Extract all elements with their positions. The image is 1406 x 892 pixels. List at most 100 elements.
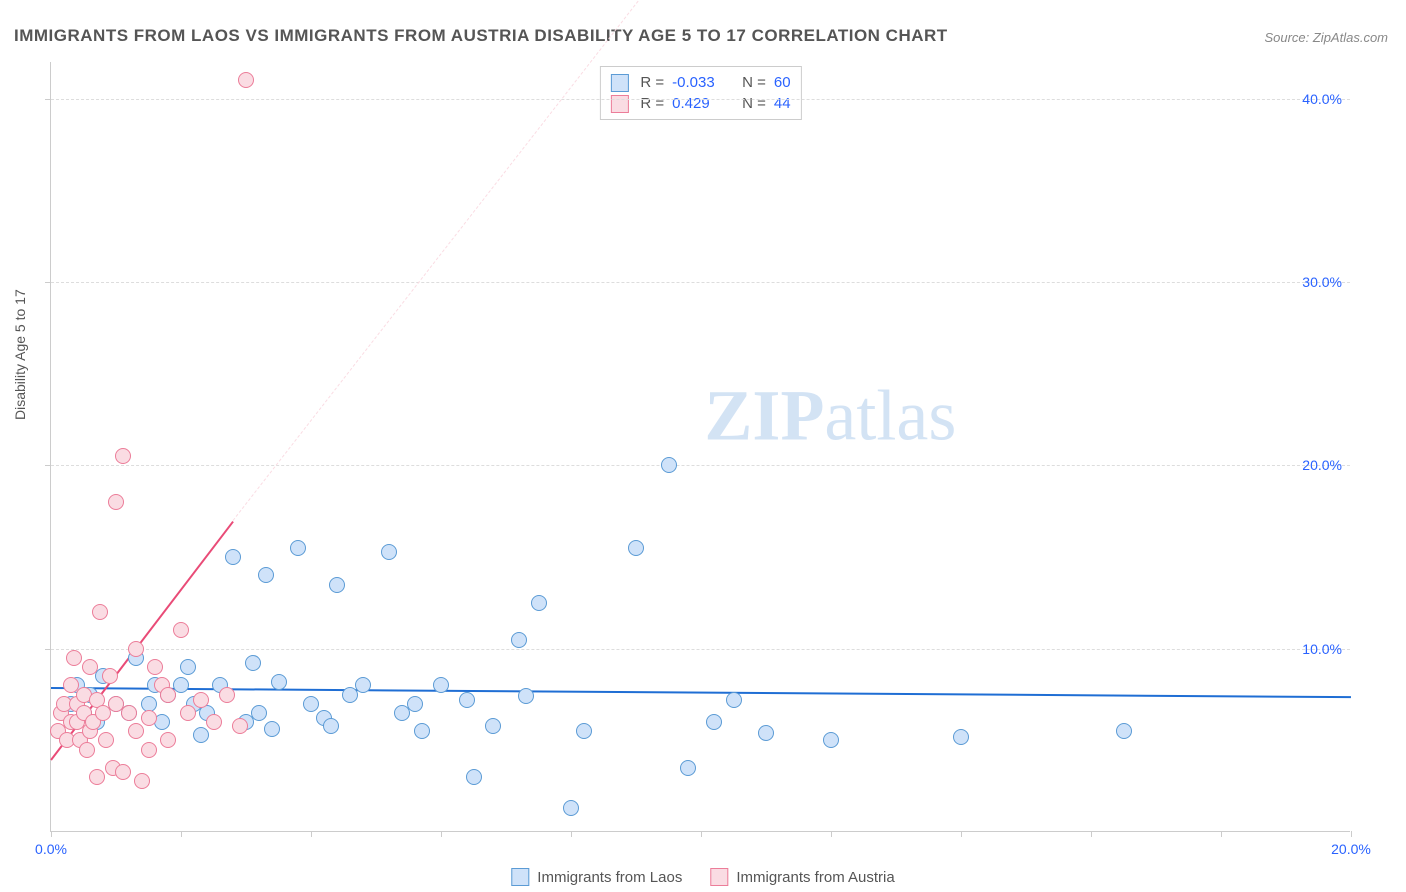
x-tick bbox=[1351, 831, 1352, 837]
data-point bbox=[206, 714, 222, 730]
data-point bbox=[323, 718, 339, 734]
data-point bbox=[92, 604, 108, 620]
data-point bbox=[511, 632, 527, 648]
data-point bbox=[628, 540, 644, 556]
data-point bbox=[433, 677, 449, 693]
data-point bbox=[303, 696, 319, 712]
data-point bbox=[180, 659, 196, 675]
x-tick bbox=[441, 831, 442, 837]
source-label: Source: ZipAtlas.com bbox=[1264, 30, 1388, 45]
y-tick-label: 40.0% bbox=[1302, 91, 1342, 107]
data-point bbox=[102, 668, 118, 684]
data-point bbox=[758, 725, 774, 741]
data-point bbox=[134, 773, 150, 789]
data-point bbox=[258, 567, 274, 583]
data-point bbox=[459, 692, 475, 708]
regression-line bbox=[51, 687, 1351, 698]
stat-n-label: N = bbox=[742, 72, 766, 93]
data-point bbox=[141, 742, 157, 758]
x-tick bbox=[1091, 831, 1092, 837]
data-point bbox=[82, 659, 98, 675]
gridline bbox=[51, 99, 1350, 100]
data-point bbox=[115, 764, 131, 780]
stat-n-value: 44 bbox=[774, 93, 791, 114]
data-point bbox=[98, 732, 114, 748]
data-point bbox=[1116, 723, 1132, 739]
watermark-bold: ZIP bbox=[704, 375, 824, 455]
y-tick bbox=[45, 649, 51, 650]
x-tick bbox=[1221, 831, 1222, 837]
data-point bbox=[147, 659, 163, 675]
data-point bbox=[264, 721, 280, 737]
data-point bbox=[193, 692, 209, 708]
legend-label: Immigrants from Laos bbox=[537, 869, 682, 886]
x-tick bbox=[831, 831, 832, 837]
data-point bbox=[251, 705, 267, 721]
stat-r-label: R = bbox=[640, 72, 664, 93]
x-tick bbox=[961, 831, 962, 837]
data-point bbox=[79, 742, 95, 758]
data-point bbox=[680, 760, 696, 776]
legend-item: Immigrants from Austria bbox=[710, 868, 894, 886]
y-tick-label: 30.0% bbox=[1302, 274, 1342, 290]
legend-stats-row: R = 0.429 N = 44 bbox=[610, 93, 790, 114]
x-tick bbox=[51, 831, 52, 837]
y-tick bbox=[45, 465, 51, 466]
data-point bbox=[823, 732, 839, 748]
data-point bbox=[466, 769, 482, 785]
chart-title: IMMIGRANTS FROM LAOS VS IMMIGRANTS FROM … bbox=[14, 26, 948, 46]
data-point bbox=[726, 692, 742, 708]
data-point bbox=[225, 549, 241, 565]
gridline bbox=[51, 649, 1350, 650]
data-point bbox=[953, 729, 969, 745]
stat-r-value: -0.033 bbox=[672, 72, 730, 93]
legend-swatch bbox=[710, 868, 728, 886]
stat-n-label: N = bbox=[742, 93, 766, 114]
watermark-light: atlas bbox=[824, 375, 956, 455]
data-point bbox=[66, 650, 82, 666]
watermark: ZIPatlas bbox=[704, 374, 956, 457]
stat-n-value: 60 bbox=[774, 72, 791, 93]
data-point bbox=[89, 769, 105, 785]
gridline bbox=[51, 465, 1350, 466]
x-tick bbox=[311, 831, 312, 837]
data-point bbox=[290, 540, 306, 556]
data-point bbox=[661, 457, 677, 473]
gridline bbox=[51, 282, 1350, 283]
legend-item: Immigrants from Laos bbox=[511, 868, 682, 886]
y-axis-label: Disability Age 5 to 17 bbox=[12, 289, 28, 420]
data-point bbox=[219, 687, 235, 703]
data-point bbox=[141, 710, 157, 726]
data-point bbox=[329, 577, 345, 593]
y-tick bbox=[45, 99, 51, 100]
legend-label: Immigrants from Austria bbox=[736, 869, 894, 886]
legend-stats-row: R = -0.033 N = 60 bbox=[610, 72, 790, 93]
data-point bbox=[518, 688, 534, 704]
data-point bbox=[238, 72, 254, 88]
x-tick bbox=[181, 831, 182, 837]
x-tick bbox=[701, 831, 702, 837]
data-point bbox=[706, 714, 722, 730]
data-point bbox=[407, 696, 423, 712]
stat-r-label: R = bbox=[640, 93, 664, 114]
data-point bbox=[160, 732, 176, 748]
data-point bbox=[531, 595, 547, 611]
data-point bbox=[180, 705, 196, 721]
bottom-legend: Immigrants from Laos Immigrants from Aust… bbox=[511, 868, 894, 886]
stat-r-value: 0.429 bbox=[672, 93, 730, 114]
legend-swatch bbox=[610, 74, 628, 92]
legend-swatch bbox=[511, 868, 529, 886]
legend-swatch bbox=[610, 95, 628, 113]
data-point bbox=[121, 705, 137, 721]
x-tick-label: 0.0% bbox=[35, 841, 67, 857]
plot-area: ZIPatlas R =-0.033N =60R =0.429N =44 10.… bbox=[50, 62, 1350, 832]
data-point bbox=[141, 696, 157, 712]
data-point bbox=[414, 723, 430, 739]
x-tick-label: 20.0% bbox=[1331, 841, 1371, 857]
data-point bbox=[232, 718, 248, 734]
x-tick bbox=[571, 831, 572, 837]
data-point bbox=[115, 448, 131, 464]
data-point bbox=[563, 800, 579, 816]
data-point bbox=[128, 641, 144, 657]
y-tick-label: 20.0% bbox=[1302, 457, 1342, 473]
